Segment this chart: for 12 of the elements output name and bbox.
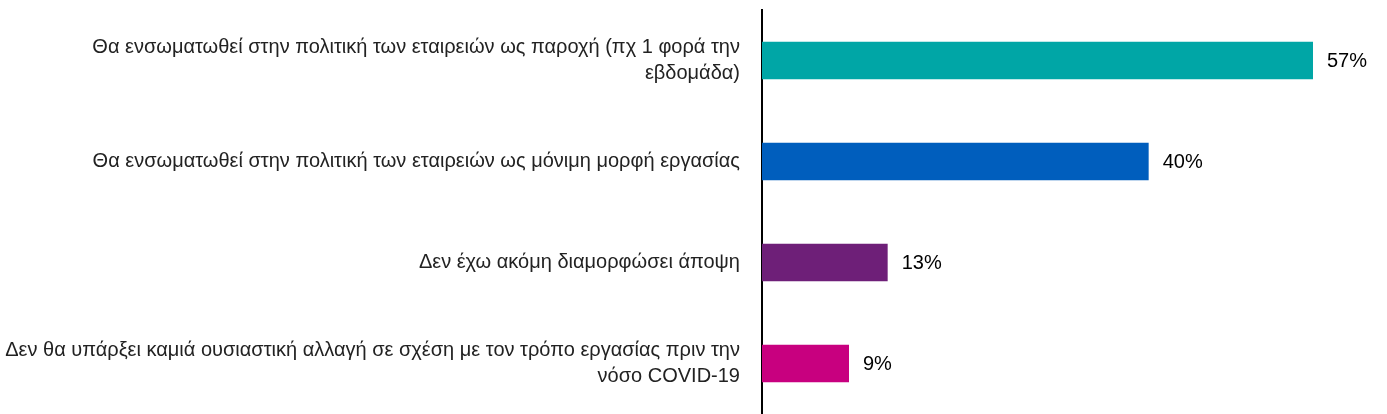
- data-label: 57%: [1327, 49, 1368, 72]
- bar: [762, 142, 1149, 181]
- bar: [762, 41, 1313, 80]
- bar: [762, 243, 888, 282]
- data-label: 40%: [1162, 150, 1203, 173]
- data-label: 9%: [863, 352, 893, 375]
- y-tick-label: Θα ενσωματωθεί στην πολιτική των εταιρειών ως μόνιμη μορφή εργασίας: [92, 149, 741, 172]
- y-tick-label: Θα ενσωματωθεί στην πολιτική των εταιρειών ως παροχή (πχ 1 φορά την εβδομάδα): [92, 35, 740, 84]
- y-tick-label: Δεν θα υπάρξει καμιά ουσιαστική αλλαγή σε σχέση με τον τρόπο εργασίας πριν την νόσο COVID-19: [5, 338, 740, 387]
- bar: [762, 344, 849, 383]
- data-label: 13%: [901, 251, 942, 274]
- y-tick-label: Δεν έχω ακόμη διαμορφώσει άποψη: [418, 250, 740, 273]
